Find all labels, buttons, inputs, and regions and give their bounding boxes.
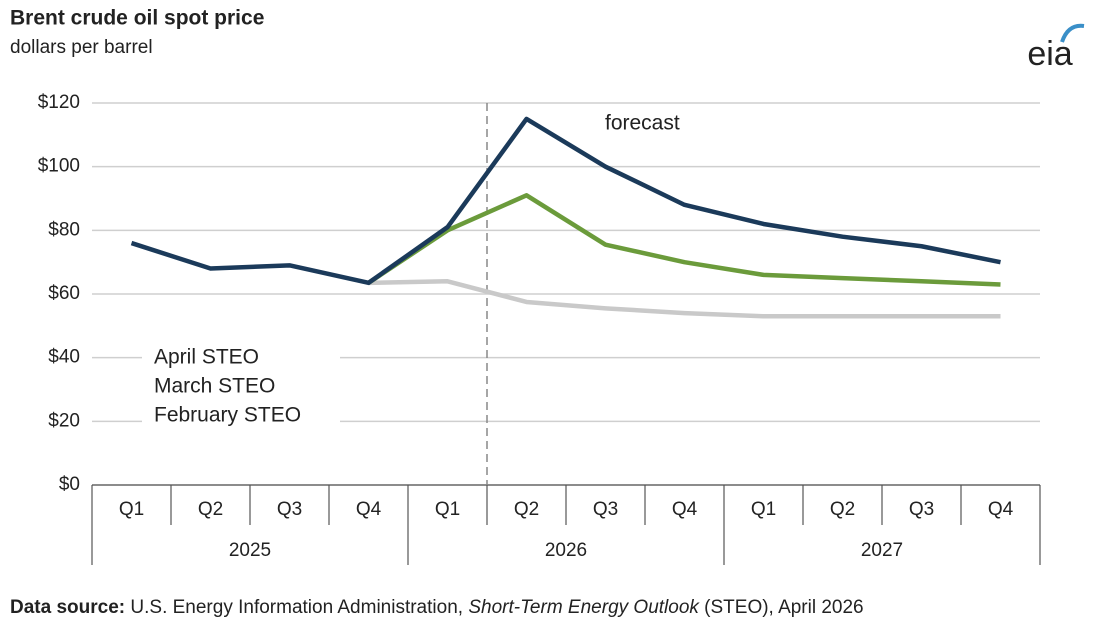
x-group-label: 2026 [545, 540, 587, 561]
x-tick-label: Q4 [356, 499, 382, 520]
y-tick-label: $0 [59, 474, 80, 495]
series-line [367, 193, 1001, 287]
x-tick-label: Q3 [277, 499, 302, 520]
x-tick-label: Q2 [198, 499, 223, 520]
x-group-label: 2025 [229, 540, 271, 561]
y-tick-label: $20 [48, 410, 80, 431]
x-tick-label: Q1 [435, 499, 460, 520]
logo: eia [1027, 35, 1072, 73]
source-label: Data source: [10, 597, 125, 618]
x-tick-label: Q3 [593, 499, 618, 520]
source-italic: Short-Term Energy Outlook [468, 597, 700, 618]
x-tick-label: Q1 [751, 499, 776, 520]
y-tick-label: $100 [38, 156, 80, 177]
y-tick-label: $40 [48, 347, 80, 368]
x-tick-label: Q3 [909, 499, 934, 520]
y-tick-label: $80 [48, 219, 80, 240]
source-text: U.S. Energy Information Administration, [130, 597, 468, 618]
series-line [130, 116, 1001, 286]
legend-box [142, 340, 340, 432]
y-tick-label: $60 [48, 283, 80, 304]
x-tick-label: Q2 [514, 499, 539, 520]
source-text: (STEO), April 2026 [699, 597, 864, 618]
series-line [368, 279, 1001, 319]
legend-entry: February STEO [154, 404, 301, 427]
y-tick-label: $120 [38, 92, 80, 113]
x-tick-label: Q4 [672, 499, 698, 520]
chart-title: Brent crude oil spot price [10, 7, 264, 30]
annotation: forecast [605, 112, 680, 135]
x-group-label: 2027 [861, 540, 903, 561]
source: Data source: U.S. Energy Information Adm… [10, 597, 864, 618]
legend-entry: March STEO [154, 375, 275, 398]
x-tick-label: Q2 [830, 499, 855, 520]
legend-entry: April STEO [154, 346, 259, 369]
x-tick-label: Q4 [988, 499, 1014, 520]
logo-arc [1060, 23, 1085, 43]
x-tick-label: Q1 [119, 499, 144, 520]
chart-subtitle: dollars per barrel [10, 37, 153, 58]
